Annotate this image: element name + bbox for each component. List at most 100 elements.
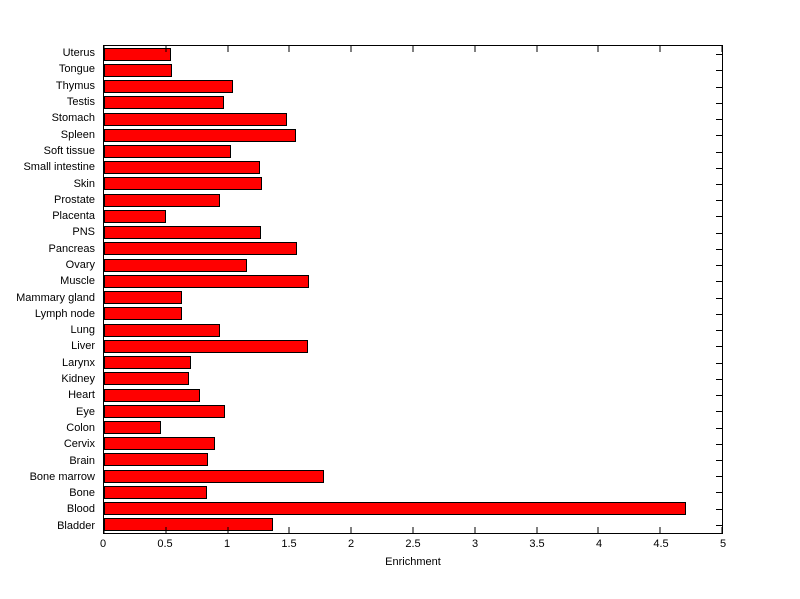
bar <box>104 421 161 434</box>
y-tick-mark <box>716 216 722 218</box>
bar <box>104 356 191 370</box>
category-label: Bladder <box>57 519 95 532</box>
bar-rows <box>104 46 722 533</box>
bar-row <box>104 322 722 338</box>
category-label: Bone <box>69 487 95 500</box>
category-label: Bone marrow <box>29 470 95 483</box>
y-tick-mark <box>716 248 722 250</box>
x-tick-label: 4 <box>595 538 603 550</box>
x-tick-mark <box>536 46 538 52</box>
y-tick-mark <box>716 476 722 478</box>
x-tick-mark <box>227 527 229 533</box>
bar-row <box>104 143 722 159</box>
category-label: Eye <box>76 405 95 418</box>
bar <box>104 80 233 94</box>
y-tick-mark <box>716 119 722 121</box>
bar-row <box>104 225 722 241</box>
category-label: Larynx <box>61 356 95 369</box>
bar-row <box>104 354 722 370</box>
bar <box>104 502 687 516</box>
bar <box>104 437 216 451</box>
y-tick-mark <box>716 167 722 169</box>
bar-row <box>104 484 722 500</box>
x-tick-label: 3.5 <box>529 538 545 550</box>
category-label: Tongue <box>58 63 95 76</box>
bar <box>104 485 207 499</box>
bar <box>104 274 310 288</box>
bar <box>104 161 260 175</box>
bar-row <box>104 62 722 78</box>
bar-row <box>104 290 722 306</box>
bar-row <box>104 338 722 354</box>
x-tick-label: 1.5 <box>281 538 297 550</box>
category-label: Uterus <box>62 47 95 60</box>
y-tick-mark <box>716 346 722 348</box>
x-tick-mark <box>536 527 538 533</box>
y-tick-mark <box>716 200 722 202</box>
bar <box>104 291 182 305</box>
bar <box>104 193 221 207</box>
bar <box>104 63 172 77</box>
category-label: Skin <box>73 177 95 190</box>
y-tick-mark <box>716 265 722 267</box>
x-tick-mark <box>165 46 167 52</box>
y-tick-mark <box>716 102 722 104</box>
bar <box>104 518 274 532</box>
y-tick-mark <box>716 297 722 299</box>
bar-row <box>104 176 722 192</box>
y-tick-mark <box>716 443 722 445</box>
bar <box>104 177 263 191</box>
bar-row <box>104 95 722 111</box>
bar <box>104 404 226 418</box>
y-tick-mark <box>716 362 722 364</box>
bar-row <box>104 273 722 289</box>
bar-row <box>104 436 722 452</box>
x-tick-mark <box>288 46 290 52</box>
bar-row <box>104 46 722 62</box>
x-tick-mark <box>103 46 105 52</box>
bar-row <box>104 257 722 273</box>
category-label: Liver <box>71 340 95 353</box>
y-tick-mark <box>716 151 722 153</box>
bar-row <box>104 371 722 387</box>
y-tick-mark <box>716 86 722 88</box>
bar <box>104 453 208 467</box>
category-label: Mammary gland <box>16 291 95 304</box>
bar <box>104 96 224 110</box>
category-label: Kidney <box>61 373 95 386</box>
bar <box>104 209 166 223</box>
bar <box>104 226 261 240</box>
x-tick-mark <box>350 46 352 52</box>
bar-row <box>104 111 722 127</box>
category-label: Stomach <box>51 112 95 125</box>
category-label: Pancreas <box>48 242 95 255</box>
category-label: Colon <box>66 421 95 434</box>
y-tick-mark <box>716 54 722 56</box>
bar-row <box>104 127 722 143</box>
category-label: Small intestine <box>23 161 95 174</box>
bar-row <box>104 387 722 403</box>
bar-row <box>104 208 722 224</box>
bar <box>104 242 297 256</box>
x-tick-label: 4.5 <box>653 538 669 550</box>
x-tick-mark <box>474 527 476 533</box>
bar-row <box>104 419 722 435</box>
x-tick-label: 2.5 <box>405 538 421 550</box>
plot-area <box>103 45 723 534</box>
x-tick-mark <box>350 527 352 533</box>
y-tick-mark <box>716 378 722 380</box>
bar-row <box>104 160 722 176</box>
x-tick-mark <box>659 46 661 52</box>
bar-row <box>104 306 722 322</box>
x-tick-mark <box>597 527 599 533</box>
y-tick-mark <box>716 492 722 494</box>
y-tick-mark <box>716 524 722 526</box>
bar <box>104 388 201 402</box>
x-tick-mark <box>659 527 661 533</box>
x-tick-mark <box>412 46 414 52</box>
bar-row <box>104 501 722 517</box>
bar <box>104 307 182 321</box>
x-tick-mark <box>227 46 229 52</box>
category-label: Soft tissue <box>43 144 95 157</box>
